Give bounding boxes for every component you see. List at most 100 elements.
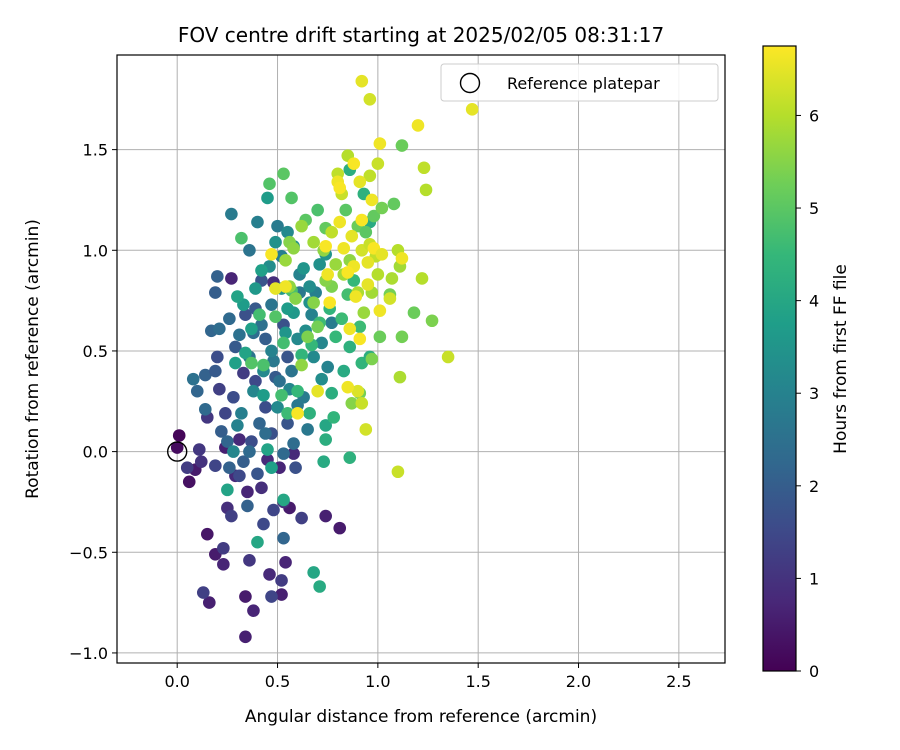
data-points [170, 74, 479, 644]
x-tick-label: 0.5 [265, 672, 290, 691]
data-point [265, 298, 278, 311]
data-point [269, 310, 282, 324]
data-point [287, 437, 300, 450]
x-tick-label: 1.5 [465, 672, 490, 691]
data-point [237, 455, 250, 468]
data-point [295, 219, 308, 233]
data-point [285, 191, 298, 205]
legend-label: Reference platepar [507, 74, 660, 93]
data-point [241, 485, 254, 499]
data-point [339, 203, 353, 217]
data-point [315, 372, 328, 386]
data-point [335, 312, 349, 326]
data-point [271, 401, 284, 414]
x-tick-label: 0.0 [164, 672, 189, 691]
data-point [263, 177, 276, 191]
data-point [311, 203, 324, 217]
data-point [281, 407, 294, 420]
data-point [233, 469, 246, 483]
data-point [281, 225, 294, 239]
data-point [333, 181, 347, 195]
data-point [259, 332, 272, 346]
data-point [241, 499, 254, 513]
data-point [361, 256, 375, 269]
x-axis-label: Angular distance from reference (arcmin) [245, 707, 597, 727]
plot-frame [116, 54, 726, 664]
data-point [287, 447, 300, 460]
data-point [325, 225, 339, 239]
data-point [277, 167, 290, 181]
data-point [209, 364, 222, 378]
data-point [265, 590, 278, 603]
colorbar: 0 1 2 3 4 5 6 Hours from first FF file [762, 45, 851, 681]
data-point [261, 443, 274, 456]
data-point [321, 268, 334, 281]
data-point [337, 364, 351, 378]
data-point [194, 455, 208, 468]
data-point [249, 374, 262, 388]
data-point [279, 280, 292, 293]
data-point [383, 292, 397, 305]
y-tick-label: 0.0 [83, 443, 108, 462]
data-point [200, 527, 214, 541]
data-point [291, 407, 304, 420]
data-point [373, 304, 387, 317]
data-point [235, 231, 248, 245]
data-point [303, 407, 316, 420]
data-point [285, 364, 298, 378]
data-point [353, 332, 367, 346]
y-tick-label: 0.5 [83, 342, 108, 361]
data-point [209, 286, 222, 299]
data-point [319, 239, 332, 253]
data-point [267, 354, 280, 368]
data-point [243, 243, 256, 257]
chart-title: FOV centre drift starting at 2025/02/05 … [178, 23, 664, 47]
data-point [239, 630, 252, 644]
data-point [385, 272, 399, 285]
data-point [307, 350, 320, 364]
data-point [219, 407, 232, 420]
data-point [279, 254, 292, 267]
data-point [301, 330, 314, 344]
data-point [355, 213, 369, 227]
data-point [259, 427, 272, 440]
data-point [251, 215, 264, 229]
data-point [211, 350, 224, 364]
y-axis-ticks: −1.0 −0.5 0.0 0.5 1.0 1.5 [69, 141, 117, 663]
x-tick-label: 2.5 [666, 672, 691, 691]
grid-lines [117, 55, 725, 663]
data-point [275, 588, 288, 601]
data-point [275, 388, 288, 402]
data-point [281, 417, 294, 430]
data-point [233, 328, 246, 342]
data-point [303, 280, 316, 293]
data-point [223, 461, 236, 475]
data-point [343, 340, 357, 354]
data-point [349, 290, 363, 303]
data-point [367, 209, 381, 223]
colorbar-tick-label: 3 [809, 384, 819, 403]
data-point [182, 475, 196, 489]
data-point [257, 517, 270, 531]
data-point [419, 183, 433, 197]
data-point [229, 340, 242, 354]
data-point [411, 119, 425, 132]
data-point [325, 316, 339, 330]
data-point [395, 252, 409, 265]
data-point [305, 308, 318, 322]
data-point [297, 262, 310, 275]
data-point [365, 352, 379, 366]
data-point [251, 535, 264, 549]
reference-marker [166, 441, 188, 462]
data-point [186, 372, 200, 386]
data-point [265, 344, 278, 358]
data-point [291, 332, 304, 346]
colorbar-gradient [762, 45, 797, 672]
y-tick-label: −0.5 [69, 543, 108, 562]
data-point [277, 447, 290, 460]
data-point [273, 374, 286, 388]
data-point [363, 92, 377, 106]
data-point [355, 396, 369, 410]
data-point [337, 241, 351, 255]
x-tick-label: 1.0 [365, 672, 390, 691]
